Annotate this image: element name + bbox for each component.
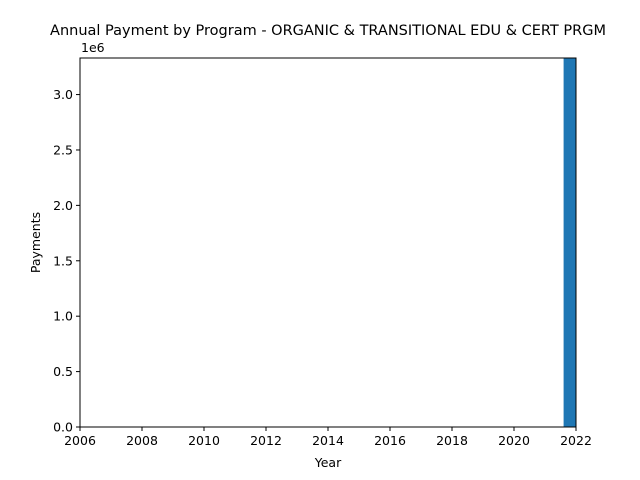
y-tick-label: 2.0 [53, 198, 73, 213]
x-tick-label: 2012 [250, 433, 282, 448]
plot-frame [79, 57, 577, 428]
x-tick-label: 2016 [374, 433, 406, 448]
y-axis-label: Payments [28, 212, 43, 273]
y-tick-label: 0.0 [53, 420, 73, 435]
x-tick-label: 2020 [498, 433, 530, 448]
bars-layer [563, 58, 576, 427]
x-axis-label: Year [314, 455, 342, 470]
x-tick-label: 2018 [436, 433, 468, 448]
y-ticks: 0.0 0.5 1.0 1.5 2.0 2.5 3.0 [53, 87, 80, 435]
chart-title: Annual Payment by Program - ORGANIC & TR… [50, 23, 606, 39]
x-tick-label: 2022 [560, 433, 592, 448]
x-tick-label: 2006 [64, 433, 96, 448]
x-tick-label: 2010 [188, 433, 220, 448]
bar-2022 [563, 58, 576, 427]
y-tick-label: 2.5 [53, 142, 73, 157]
y-tick-label: 1.0 [53, 309, 73, 324]
y-scale-multiplier: 1e6 [81, 40, 105, 55]
y-tick-label: 1.5 [53, 253, 73, 268]
x-ticks: 2006 2008 2010 2012 2014 2016 2018 2020 2022 [64, 427, 592, 448]
y-tick-label: 0.5 [53, 364, 73, 379]
y-tick-label: 3.0 [53, 87, 73, 102]
x-tick-label: 2008 [126, 433, 158, 448]
x-tick-label: 2014 [312, 433, 344, 448]
